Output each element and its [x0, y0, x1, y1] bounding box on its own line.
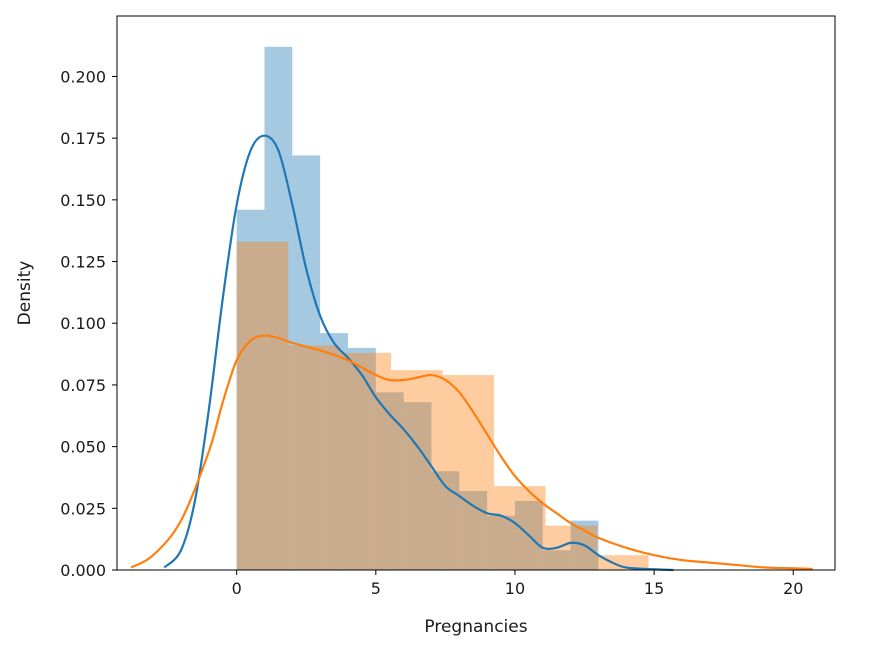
kde-line-series-2: [130, 334, 813, 571]
y-axis-label: Density: [15, 261, 35, 326]
histogram-bar-series-1-bin-7: [403, 402, 432, 570]
x-axis: 0 5 10 15 20: [232, 570, 803, 598]
histogram-bar-series-1-bin-8: [431, 471, 460, 570]
x-tick-label: 5: [371, 579, 381, 598]
y-tick-label: 0.200: [60, 67, 106, 86]
histogram-bar-series-1-bin-10: [487, 515, 515, 570]
y-tick-label: 0.175: [60, 129, 106, 148]
histogram-bar-series-1-bin-2: [264, 46, 293, 571]
x-axis-label: Pregnancies: [424, 617, 527, 637]
y-tick-label: 0.075: [60, 376, 106, 395]
y-tick-label: 0.100: [60, 314, 106, 333]
histogram-bar-series-1-bin-6: [375, 392, 404, 570]
histogram-bar-series-2-bin-8: [597, 555, 649, 570]
x-tick-label: 20: [783, 579, 803, 598]
y-tick-label: 0.150: [60, 191, 106, 210]
y-tick-label: 0.025: [60, 499, 106, 518]
histogram-bar-series-1-bin-1: [236, 209, 265, 570]
y-tick-label: 0.050: [60, 438, 106, 457]
histogram-bar-series-2-bin-2: [288, 345, 340, 570]
y-axis: 0.000 0.025 0.050 0.075 0.100 0.125 0.150 0.175…: [60, 67, 117, 580]
y-tick-label: 0.125: [60, 253, 106, 272]
histogram-bar-series-1-bin-5: [347, 347, 376, 570]
plot-area: [130, 46, 813, 572]
x-tick-label: 0: [232, 579, 242, 598]
y-tick-label: 0.000: [60, 561, 106, 580]
x-tick-label: 15: [644, 579, 664, 598]
histogram-bar-series-2-bin-1: [236, 241, 289, 571]
histogram-bar-series-2-bin-5: [442, 375, 495, 570]
histogram-bar-series-1-bin-9: [459, 491, 488, 570]
histogram-bar-series-1-bin-12: [542, 550, 571, 570]
axes-frame: [116, 15, 836, 571]
x-tick-label: 10: [505, 579, 525, 598]
histogram-bar-series-2-bin-3: [339, 352, 392, 570]
histogram-bar-series-1-bin-4: [320, 333, 348, 570]
kde-line-series-1: [163, 134, 674, 572]
